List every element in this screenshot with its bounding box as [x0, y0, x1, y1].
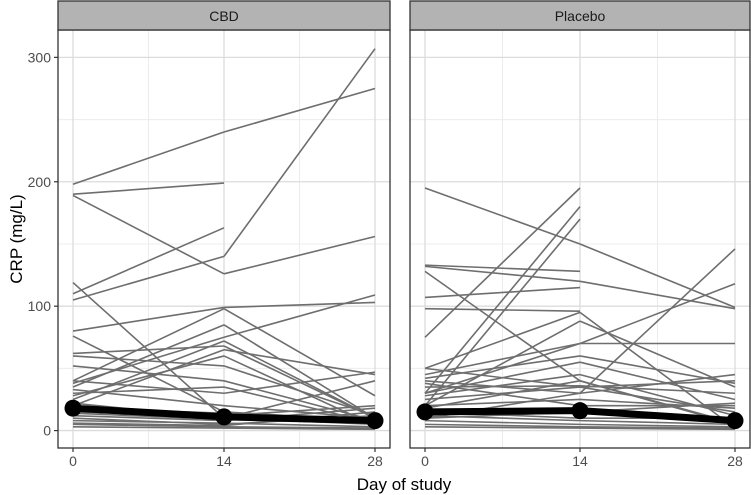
subject-line-segment	[424, 398, 581, 407]
subject-line-segment	[424, 426, 581, 429]
subject-line-segment	[424, 206, 581, 394]
subject-line-segment	[579, 355, 736, 385]
subject-line-segment	[72, 380, 225, 395]
x-tick-label: 28	[727, 453, 743, 469]
subject-line-segment	[579, 320, 736, 388]
subject-line-segment	[72, 336, 225, 385]
subject-line-segment	[424, 265, 581, 283]
subject-line-segment	[223, 324, 376, 419]
subject-line-segment	[72, 255, 225, 301]
subject-line-segment	[223, 294, 376, 339]
subject-line-segment	[579, 423, 736, 428]
subject-line-segment	[424, 423, 581, 428]
subject-line-segment	[579, 386, 736, 413]
x-tick-label: 0	[421, 453, 429, 469]
subject-line-segment	[424, 342, 581, 376]
subject-line-segment	[424, 264, 581, 273]
mean-point	[726, 412, 744, 430]
subject-line-segment	[424, 270, 581, 382]
subject-line-segment	[424, 187, 581, 338]
subject-line-segment	[72, 419, 225, 424]
subject-line-segment	[579, 373, 736, 417]
y-tick-label: 200	[28, 174, 52, 190]
y-tick-label: 100	[28, 298, 52, 314]
subject-line-segment	[72, 194, 225, 275]
subject-line-segment	[72, 306, 225, 332]
subject-line-segment	[424, 307, 581, 312]
subject-line-segment	[223, 235, 376, 275]
subject-line-segment	[424, 311, 581, 370]
subject-line-segment	[579, 384, 736, 395]
mean-point	[366, 412, 384, 430]
y-axis-title: CRP (mg/L)	[7, 194, 26, 283]
subject-line-segment	[424, 386, 581, 401]
subject-line-segment	[424, 373, 581, 397]
subject-line-segment	[424, 355, 581, 380]
subject-line-segment	[223, 348, 376, 376]
subject-line-segment	[223, 307, 376, 397]
subject-line-segment	[72, 423, 225, 428]
subject-line-segment	[424, 380, 581, 409]
panel-cbd: CBD 0 14 28 0 100 200 300	[28, 0, 391, 469]
subject-line-segment	[579, 243, 736, 309]
subject-line-segment	[72, 388, 225, 407]
subject-line-segment	[72, 414, 225, 422]
subject-line-segment	[579, 380, 736, 388]
x-tick-label: 28	[367, 453, 383, 469]
subject-line-segment	[223, 426, 376, 429]
y-tick-label: 0	[43, 423, 51, 439]
y-tick-label: 300	[28, 49, 52, 65]
subject-line-segment	[579, 248, 736, 394]
mean-point	[571, 402, 589, 420]
subject-line-segment	[72, 182, 225, 196]
subject-line-segment	[223, 87, 376, 133]
subject-line-segment	[72, 307, 225, 382]
subject-line-segment	[72, 324, 225, 388]
subject-line-segment	[424, 187, 581, 245]
subject-line-segment	[579, 427, 736, 431]
x-tick-label: 14	[216, 453, 232, 469]
subject-line-segment	[223, 301, 376, 309]
subject-line-segment	[223, 404, 376, 417]
subject-line-segment	[72, 355, 225, 397]
subject-line-segment	[72, 348, 225, 407]
subject-line-segment	[579, 398, 736, 409]
subject-line-segment	[424, 419, 581, 426]
subject-line-segment	[223, 427, 376, 431]
subject-line-segment	[424, 367, 581, 388]
panel-placebo: Placebo 0 14 28	[409, 0, 751, 469]
subject-line-segment	[223, 48, 376, 257]
subject-line-segment	[223, 404, 376, 419]
subject-line-segment	[223, 380, 376, 419]
subject-line-segment	[424, 286, 581, 299]
subject-line-segment	[223, 371, 376, 395]
subject-line-segment	[72, 345, 225, 355]
subject-line-segment	[72, 131, 225, 186]
mean-point	[416, 403, 434, 421]
subject-line-segment	[424, 342, 581, 395]
facet-strip-label: Placebo	[555, 8, 606, 24]
x-tick-label: 0	[69, 453, 77, 469]
mean-point	[64, 399, 82, 417]
x-tick-label: 14	[572, 453, 588, 469]
subject-line-segment	[72, 422, 225, 427]
subject-line-segment	[579, 426, 736, 429]
subject-line-segment	[579, 419, 736, 426]
mean-point	[215, 408, 233, 426]
subject-line-segment	[579, 361, 736, 401]
x-axis-title: Day of study	[357, 475, 452, 494]
subject-line-segment	[72, 227, 225, 295]
facet-strip-label: CBD	[209, 8, 239, 24]
facet-strip	[409, 0, 751, 31]
subject-line-segment	[72, 426, 225, 429]
facet-strip	[57, 0, 391, 31]
subject-line-segment	[579, 280, 736, 310]
subject-line-segment	[579, 283, 736, 345]
